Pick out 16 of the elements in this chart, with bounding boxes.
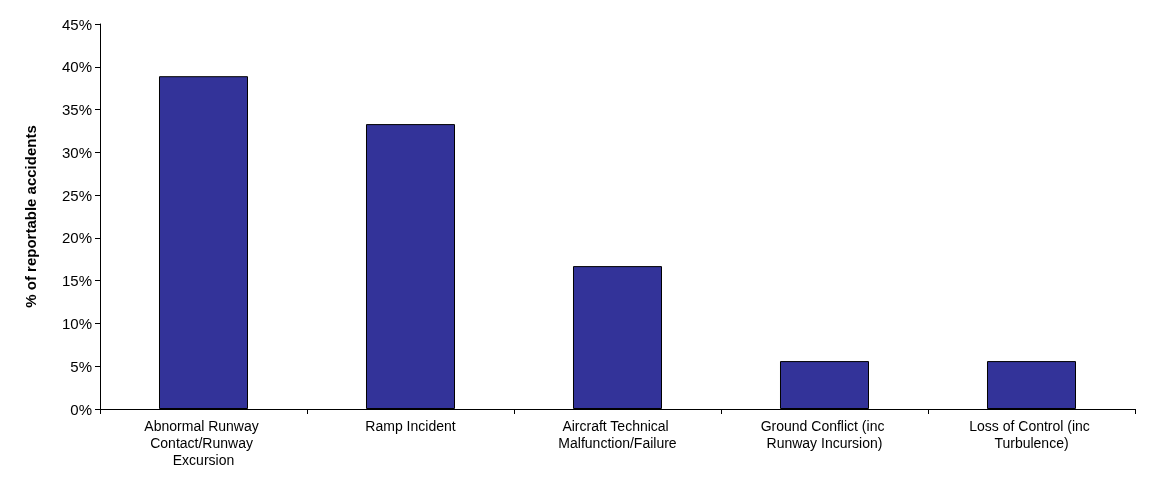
y-tick-label: 0%: [70, 400, 92, 418]
y-axis-title: % of reportable accidents: [22, 125, 39, 308]
y-tick-label: 35%: [61, 101, 92, 119]
x-tick-label: Abnormal Runway Contact/Runway Excursion: [144, 417, 263, 468]
x-tick-label: Aircraft Technical Malfunction/Failure: [558, 417, 677, 451]
y-tick-label: 20%: [61, 229, 92, 247]
y-tick-label: 45%: [61, 15, 92, 33]
x-tick-label: Loss of Control (inc Turbulence): [969, 417, 1094, 451]
y-tick-label: 15%: [61, 272, 92, 290]
y-tick-label: 10%: [61, 314, 92, 332]
y-tick-label: 25%: [61, 186, 92, 204]
x-tick-label: Ramp Incident: [365, 417, 456, 434]
x-tick-label: Ground Conflict (inc Runway Incursion): [760, 417, 889, 451]
y-tick-label: 30%: [61, 143, 92, 161]
y-tick-label: 5%: [70, 357, 92, 375]
y-tick-label: 40%: [61, 58, 92, 76]
